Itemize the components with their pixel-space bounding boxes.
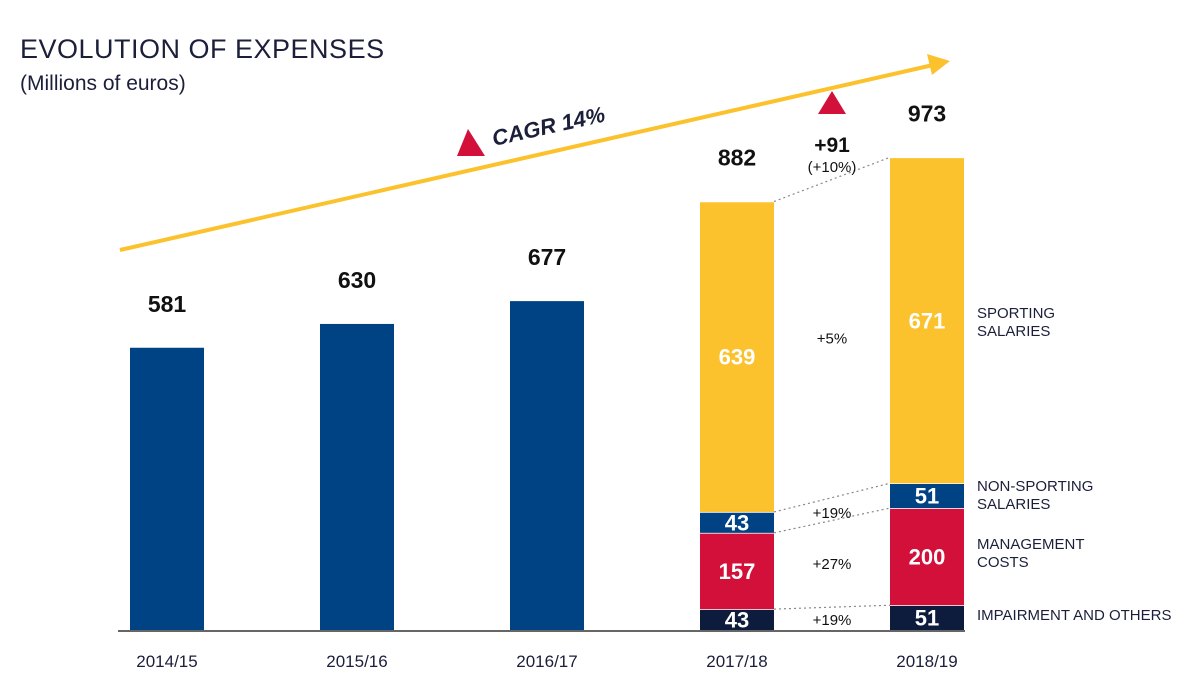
total-value-label: 973 — [908, 100, 946, 126]
change-triangle-icon — [818, 91, 846, 114]
x-tick-label: 2016/17 — [516, 652, 577, 671]
connector-line — [773, 604, 891, 610]
total-change-value: +91 — [814, 134, 850, 157]
bar-2014/15 — [130, 347, 204, 630]
x-tick-label: 2018/19 — [896, 652, 957, 671]
segment-value-label: 671 — [909, 308, 946, 333]
legend-label: NON-SPORTING — [977, 478, 1093, 495]
total-value-label: 882 — [718, 145, 756, 171]
segment-value-label: 51 — [915, 606, 939, 631]
bar-segment — [700, 201, 774, 512]
segment-value-label: 43 — [725, 510, 749, 535]
legend-label: MANAGEMENT — [977, 536, 1085, 553]
legend-label: SPORTING — [977, 305, 1055, 322]
bar-segment — [890, 508, 964, 606]
growth-label: +5% — [817, 331, 847, 348]
legend-label: IMPAIRMENT AND OTHERS — [977, 607, 1171, 624]
legend-label: SALARIES — [977, 496, 1050, 513]
connector-line — [773, 156, 891, 203]
chart-subtitle: (Millions of euros) — [20, 72, 186, 95]
bar-segment — [700, 532, 774, 610]
legend-label: COSTS — [977, 554, 1029, 571]
bar-2015/16 — [320, 323, 394, 630]
total-value-label: 581 — [148, 291, 187, 317]
total-change-percent: (+10%) — [808, 159, 857, 176]
total-value-label: 630 — [338, 267, 376, 293]
bar-segment — [890, 605, 964, 630]
bar-segment — [700, 511, 774, 533]
chart-title: EVOLUTION OF EXPENSES — [20, 34, 385, 64]
segment-value-label: 639 — [719, 345, 756, 370]
cagr-triangle-icon — [457, 129, 485, 156]
growth-label: +19% — [813, 505, 852, 522]
bar-segment — [700, 609, 774, 630]
bar-segment — [890, 157, 964, 484]
cagr-arrow-line — [119, 63, 934, 252]
growth-label: +19% — [813, 612, 852, 629]
segment-value-label: 51 — [915, 484, 939, 509]
legend-label: SALARIES — [977, 323, 1050, 340]
cagr-arrow-head — [927, 54, 950, 75]
segment-value-label: 157 — [719, 559, 756, 584]
segment-value-label: 200 — [909, 545, 946, 570]
segment-value-label: 43 — [725, 608, 749, 633]
growth-label: +27% — [813, 556, 852, 573]
bar-segment — [890, 483, 964, 509]
x-tick-label: 2017/18 — [706, 652, 767, 671]
x-tick-label: 2015/16 — [326, 652, 387, 671]
total-value-label: 677 — [528, 244, 566, 270]
x-tick-label: 2014/15 — [136, 652, 197, 671]
bar-2016/17 — [510, 301, 584, 630]
